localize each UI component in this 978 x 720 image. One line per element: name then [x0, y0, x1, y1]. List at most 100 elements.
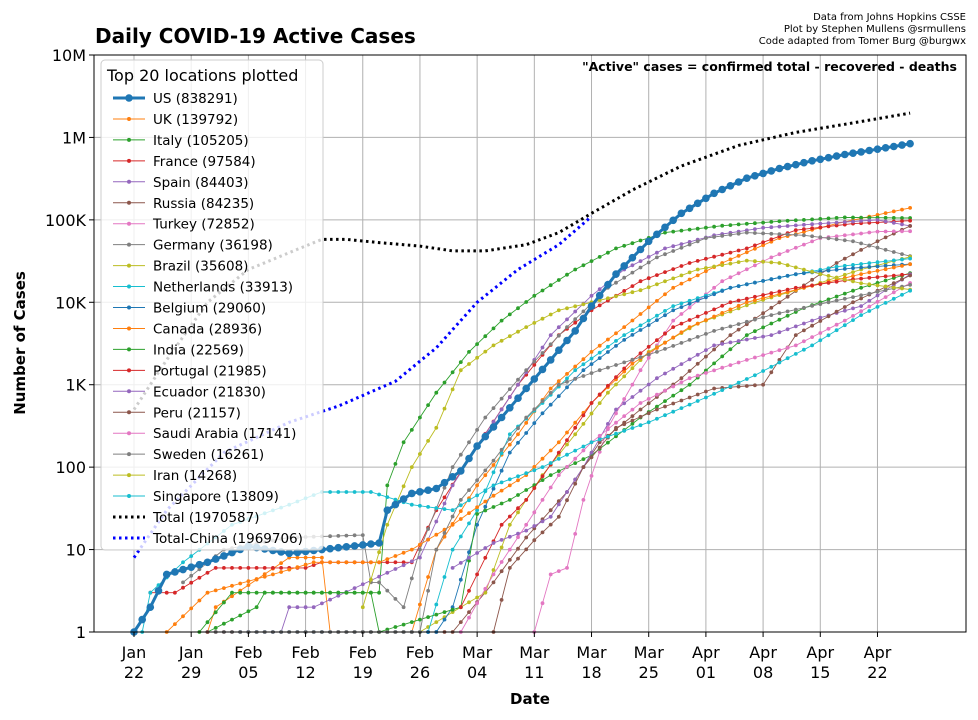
data-point: [900, 286, 904, 291]
data-point: [630, 361, 635, 366]
data-point: [679, 301, 684, 306]
legend-label: Netherlands (33913): [153, 280, 293, 296]
data-point: [524, 431, 529, 435]
credit-line-2: Plot by Stephen Mullens @srmullens: [784, 24, 966, 35]
data-point: [311, 605, 316, 610]
data-point: [695, 335, 700, 339]
data-point: [565, 372, 569, 376]
data-point: [532, 421, 537, 425]
legend-item: Singapore (13809): [113, 489, 279, 505]
data-point: [661, 223, 669, 232]
data-point: [669, 216, 677, 225]
data-point: [442, 495, 447, 500]
data-point: [220, 552, 228, 560]
data-point: [377, 560, 381, 565]
data-point: [606, 337, 610, 342]
data-point: [540, 399, 545, 403]
data-point: [393, 625, 398, 629]
data-point: [369, 560, 373, 565]
data-point: [614, 331, 618, 336]
data-point: [695, 399, 700, 403]
legend-item: Brazil (35608): [113, 259, 248, 275]
data-point: [663, 347, 667, 351]
data-point: [246, 590, 251, 595]
legend-item: Saudi Arabia (17141): [113, 426, 296, 442]
data-point: [254, 590, 259, 595]
data-point: [655, 376, 659, 381]
data-point: [898, 141, 906, 149]
data-point: [679, 242, 684, 247]
data-point: [524, 547, 529, 552]
data-point: [646, 276, 651, 281]
data-point: [467, 362, 471, 366]
data-point: [442, 575, 447, 579]
data-point: [695, 392, 700, 397]
x-tick-label: 05: [238, 663, 258, 682]
data-point: [393, 497, 398, 502]
data-point: [467, 588, 471, 593]
data-point: [908, 262, 912, 267]
data-point: [606, 434, 610, 439]
data-point: [279, 590, 283, 595]
data-point: [630, 395, 635, 399]
data-point: [162, 570, 171, 579]
data-point: [802, 284, 806, 289]
data-point: [785, 327, 790, 332]
data-point: [334, 543, 343, 552]
data-point: [434, 612, 439, 617]
data-point: [173, 590, 177, 595]
data-point: [704, 236, 708, 241]
data-point: [524, 325, 529, 329]
data-point: [442, 380, 447, 385]
data-point: [655, 313, 659, 318]
data-point: [736, 260, 741, 264]
data-point: [548, 391, 553, 395]
data-point: [614, 344, 618, 348]
legend-marker: [127, 221, 131, 226]
data-point: [753, 373, 757, 378]
data-point: [744, 258, 749, 263]
data-point: [606, 440, 610, 445]
data-point: [565, 490, 569, 494]
data-point: [418, 547, 422, 552]
data-point: [793, 228, 798, 233]
data-point: [148, 590, 153, 595]
data-point: [614, 294, 618, 299]
data-point: [842, 238, 847, 243]
data-point: [146, 603, 155, 611]
data-point: [718, 185, 726, 194]
data-point: [842, 267, 847, 271]
data-point: [450, 514, 455, 519]
data-point: [859, 219, 863, 223]
data-point: [802, 218, 806, 222]
data-point: [540, 351, 545, 355]
data-point: [777, 275, 782, 280]
data-point: [900, 252, 904, 256]
data-point: [842, 277, 847, 282]
data-point: [336, 593, 341, 598]
data-point: [736, 327, 741, 332]
data-point: [769, 225, 774, 230]
data-point: [328, 597, 332, 602]
legend-marker: [127, 347, 131, 352]
data-point: [475, 551, 479, 555]
x-tick-label: 04: [467, 663, 487, 682]
data-point: [761, 296, 765, 300]
legend-item: US (838291): [113, 91, 238, 107]
legend-item: Total (1970587): [113, 510, 259, 526]
data-point: [753, 294, 757, 299]
data-point: [720, 223, 725, 228]
data-point: [679, 312, 684, 316]
y-tick-label: 100K: [45, 211, 87, 230]
data-point: [712, 235, 716, 239]
data-point: [589, 455, 594, 460]
data-point: [744, 384, 749, 388]
data-point: [622, 369, 627, 374]
data-point: [614, 407, 618, 412]
data-point: [587, 302, 596, 310]
data-point: [736, 222, 741, 227]
data-point: [704, 266, 708, 270]
legend-marker: [127, 473, 131, 478]
legend: Top 20 locations plotted US (838291) UK (…: [100, 59, 324, 551]
data-point: [826, 300, 831, 305]
